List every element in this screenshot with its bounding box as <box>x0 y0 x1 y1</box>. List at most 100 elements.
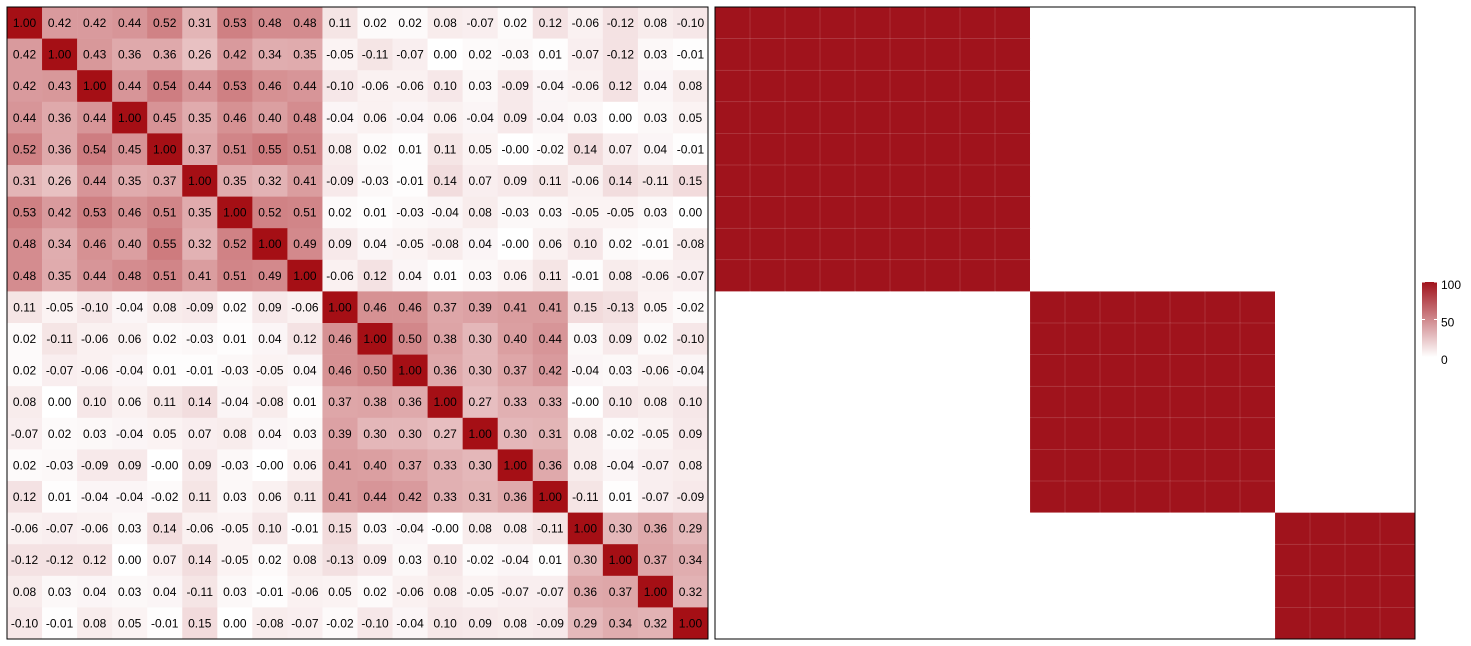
heatmap-cell <box>1099 480 1136 514</box>
heatmap-cell <box>217 607 253 640</box>
cell-label: 0.15 <box>328 522 352 536</box>
heatmap-cell <box>602 354 639 387</box>
heatmap-cell <box>427 544 463 577</box>
heatmap-cell <box>462 196 498 229</box>
cell-label: -0.05 <box>221 522 249 536</box>
heatmap-cell <box>357 386 393 419</box>
heatmap-cell <box>1100 196 1136 229</box>
heatmap-cell <box>1380 481 1416 513</box>
heatmap-cell <box>1029 417 1066 450</box>
heatmap-cell <box>1309 512 1346 545</box>
heatmap-cell <box>147 70 183 103</box>
heatmap-cell <box>784 227 821 261</box>
heatmap-cell <box>147 291 183 324</box>
cell-label: 0.54 <box>83 142 107 156</box>
heatmap-cell <box>252 575 288 608</box>
cell-label: 0.08 <box>13 585 37 599</box>
heatmap-cell <box>497 259 534 292</box>
heatmap-cell <box>854 164 891 198</box>
cell-label: 0.04 <box>153 585 177 599</box>
cell-label: 0.40 <box>363 458 387 472</box>
heatmap-cell <box>714 227 751 261</box>
heatmap-cell <box>995 575 1031 608</box>
heatmap-cell <box>889 6 926 40</box>
cell-label: 0.08 <box>679 79 703 93</box>
heatmap-cell <box>252 481 288 513</box>
heatmap-cell <box>1169 354 1206 387</box>
cell-label: 0.14 <box>188 553 212 567</box>
cell-label: 0.06 <box>118 395 142 409</box>
cell-label: 0.03 <box>398 553 422 567</box>
heatmap-cell <box>182 386 218 419</box>
heatmap-cell <box>357 544 393 577</box>
cell-label: 1.00 <box>188 174 212 188</box>
cell-label: -0.05 <box>256 364 284 378</box>
heatmap-cell <box>1345 323 1381 355</box>
heatmap-cell <box>462 449 498 482</box>
heatmap-cell <box>147 544 183 577</box>
heatmap-cell <box>462 291 498 324</box>
cell-label: 0.30 <box>504 427 528 441</box>
heatmap-cell <box>602 228 639 261</box>
heatmap-cell <box>672 607 709 640</box>
cell-label: 0.02 <box>468 48 492 62</box>
heatmap-cell <box>497 165 534 197</box>
heatmap-cell <box>1380 449 1416 482</box>
heatmap-cell <box>750 354 786 387</box>
cell-label: 0.30 <box>468 458 492 472</box>
heatmap-cell <box>889 38 926 71</box>
cell-label: 0.42 <box>13 79 37 93</box>
heatmap-cell <box>357 575 393 608</box>
cell-label: 0.01 <box>363 206 387 220</box>
heatmap-cell <box>567 133 604 166</box>
cell-label: 0.36 <box>118 48 142 62</box>
heatmap-cell <box>1345 101 1381 134</box>
cell-label: 0.03 <box>223 490 247 504</box>
heatmap-cell <box>1169 291 1206 324</box>
heatmap-cell <box>1135 7 1171 39</box>
heatmap-cell <box>147 196 183 229</box>
cell-label: -0.02 <box>677 300 705 314</box>
heatmap-cell <box>1100 228 1136 261</box>
heatmap-cell <box>925 291 961 324</box>
heatmap-cell <box>1380 165 1416 197</box>
cell-label: 0.45 <box>118 142 142 156</box>
heatmap-cell <box>637 70 674 103</box>
heatmap-cell <box>462 354 498 387</box>
heatmap-cell <box>147 165 183 197</box>
heatmap-cell <box>1029 480 1066 514</box>
heatmap-cell <box>77 196 113 229</box>
heatmap-cell <box>287 133 323 166</box>
heatmap-cell <box>714 69 751 103</box>
cell-label: 0.27 <box>433 427 457 441</box>
heatmap-cell <box>357 512 393 545</box>
cell-label: -0.07 <box>46 522 74 536</box>
cell-label: 1.00 <box>433 395 457 409</box>
cell-label: 0.10 <box>433 553 457 567</box>
heatmap-cell <box>322 133 358 166</box>
heatmap-cell <box>322 481 358 513</box>
heatmap-cell <box>182 575 218 608</box>
heatmap-cell <box>1030 575 1066 608</box>
cell-label: 0.37 <box>644 553 668 567</box>
cell-label: -0.06 <box>642 364 670 378</box>
heatmap-cell <box>1170 575 1206 608</box>
heatmap-cell <box>252 101 288 134</box>
cell-label: 0.15 <box>679 174 703 188</box>
heatmap-cell <box>1100 607 1136 640</box>
heatmap-cell <box>7 196 43 229</box>
cell-label: -0.04 <box>607 458 635 472</box>
cell-label: 0.37 <box>504 364 528 378</box>
cell-label: 1.00 <box>153 142 177 156</box>
heatmap-cell <box>784 69 821 103</box>
heatmap-cell <box>1064 354 1101 387</box>
cell-label: 0.01 <box>153 364 177 378</box>
heatmap-cell <box>1170 165 1206 197</box>
heatmap-cell <box>1205 544 1241 577</box>
cell-label: 0.08 <box>504 522 528 536</box>
heatmap-cell <box>855 323 891 355</box>
cell-label: 0.07 <box>609 142 633 156</box>
cell-label: -0.00 <box>256 458 284 472</box>
heatmap-cell <box>42 70 78 103</box>
heatmap-cell <box>147 323 183 355</box>
